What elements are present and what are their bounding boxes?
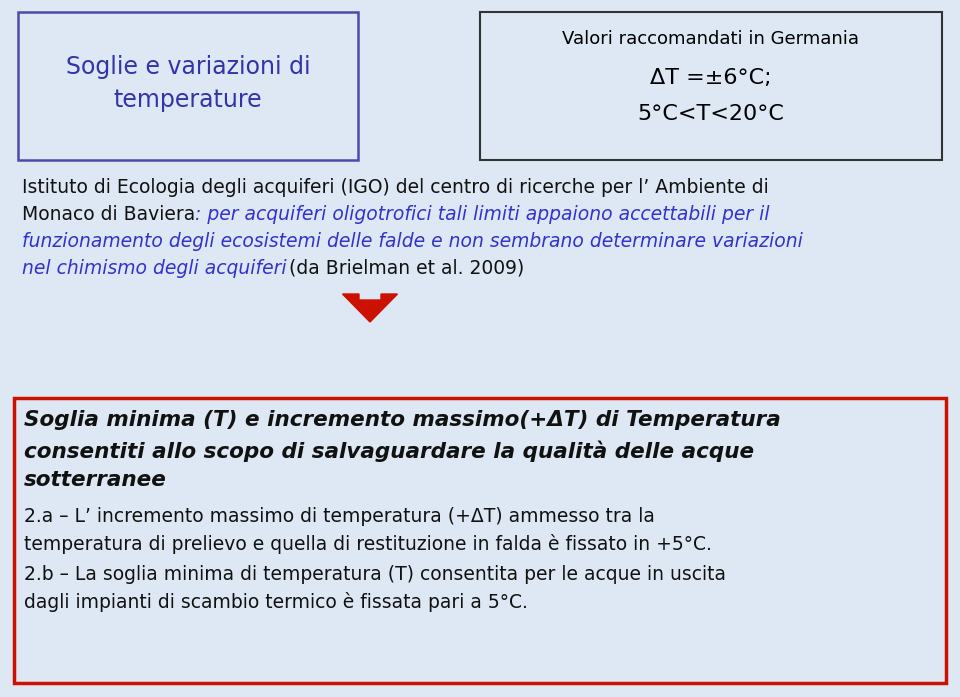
Text: temperatura di prelievo e quella di restituzione in falda è fissato in +5°C.: temperatura di prelievo e quella di rest…	[24, 534, 712, 554]
Text: 2.b – La soglia minima di temperatura (T) consentita per le acque in uscita: 2.b – La soglia minima di temperatura (T…	[24, 565, 726, 584]
Text: Monaco di Baviera: Monaco di Baviera	[22, 205, 195, 224]
Text: ΔT =±6°C;: ΔT =±6°C;	[650, 68, 772, 88]
Bar	[18, 12, 358, 160]
Text: Istituto di Ecologia degli acquiferi (IGO) del centro di ricerche per l’ Ambient: Istituto di Ecologia degli acquiferi (IG…	[22, 178, 769, 197]
Text: : per acquiferi oligotrofici tali limiti appaiono accettabili per il: : per acquiferi oligotrofici tali limiti…	[195, 205, 770, 224]
Text: Soglia minima (T) e incremento massimo(+ΔT) di Temperatura: Soglia minima (T) e incremento massimo(+…	[24, 410, 780, 430]
Text: sotterranee: sotterranee	[24, 470, 167, 490]
Text: nel chimismo degli acquiferi: nel chimismo degli acquiferi	[22, 259, 287, 278]
Text: funzionamento degli ecosistemi delle falde e non sembrano determinare variazioni: funzionamento degli ecosistemi delle fal…	[22, 232, 803, 251]
FancyArrow shape	[343, 294, 397, 322]
Bar	[480, 12, 942, 160]
Text: Valori raccomandati in Germania: Valori raccomandati in Germania	[563, 30, 859, 48]
Text: (da Brielman et al. 2009): (da Brielman et al. 2009)	[283, 259, 524, 278]
Text: Soglie e variazioni di
temperature: Soglie e variazioni di temperature	[65, 55, 310, 112]
Text: 2.a – L’ incremento massimo di temperatura (+ΔT) ammesso tra la: 2.a – L’ incremento massimo di temperatu…	[24, 507, 655, 526]
Text: 5°C<T<20°C: 5°C<T<20°C	[637, 104, 784, 124]
Text: dagli impianti di scambio termico è fissata pari a 5°C.: dagli impianti di scambio termico è fiss…	[24, 592, 528, 612]
Text: consentiti allo scopo di salvaguardare la qualità delle acque: consentiti allo scopo di salvaguardare l…	[24, 440, 755, 461]
Bar	[14, 398, 946, 683]
